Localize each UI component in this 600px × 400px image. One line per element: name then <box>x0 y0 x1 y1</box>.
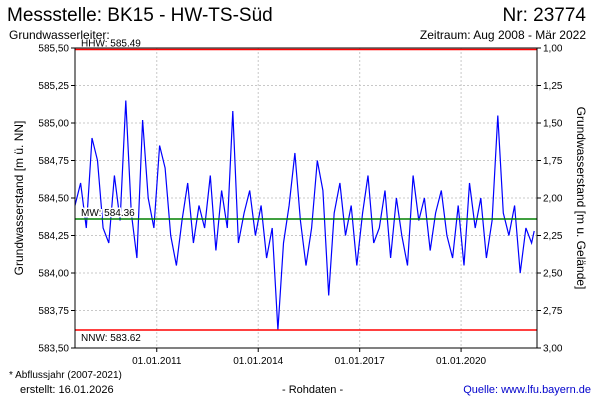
aquifer-label: Grundwasserleiter: <box>9 28 110 42</box>
plot-frame <box>74 47 538 349</box>
y-tick-label: 585,25 <box>38 81 69 92</box>
x-tick-label: 01.01.2017 <box>335 356 385 367</box>
y2-tick-label: 2,50 <box>543 269 563 280</box>
y-tick-label: 583,75 <box>38 306 69 317</box>
x-tick-label: 01.01.2020 <box>436 356 486 367</box>
y2-tick-label: 1,75 <box>543 156 563 167</box>
nnw-line-label: NNW: 583.62 <box>81 333 141 344</box>
hhw-line-label: HHW: 585.49 <box>81 39 141 50</box>
y2-tick-label: 2,75 <box>543 306 563 317</box>
groundwater-level-line <box>74 100 535 331</box>
y-tick-label: 584,00 <box>38 269 69 280</box>
raw-data-label: - Rohdaten - <box>282 384 344 396</box>
y2-tick-label: 1,50 <box>543 119 563 130</box>
y-tick-label: 583,50 <box>38 344 69 355</box>
y2-tick-label: 1,00 <box>543 44 563 55</box>
x-tick-label: 01.01.2011 <box>132 356 182 367</box>
y-tick-label: 584,50 <box>38 194 69 205</box>
footnote: * Abflussjahr (2007-2021) <box>9 370 122 381</box>
y2-tick-label: 2,25 <box>543 231 563 242</box>
y2-tick-label: 3,00 <box>543 344 563 355</box>
station-number: Nr: 23774 <box>502 5 586 26</box>
y-tick-label: 585,50 <box>38 44 69 55</box>
y-axis-title: Grundwasserstand [m ü. NN] <box>12 121 26 276</box>
mw-line-label: MW: 584.36 <box>81 208 135 219</box>
period-label: Zeitraum: Aug 2008 - Mär 2022 <box>419 28 586 42</box>
y-tick-label: 584,25 <box>38 231 69 242</box>
source-link[interactable]: Quelle: www.lfu.bayern.de <box>463 384 591 396</box>
x-tick-label: 01.01.2014 <box>233 356 283 367</box>
y-tick-label: 584,75 <box>38 156 69 167</box>
chart-title: Messstelle: BK15 - HW-TS-Süd <box>7 5 273 26</box>
y2-axis-title: Grundwasserstand [m u. Gelände] <box>574 107 588 290</box>
created-date: erstellt: 16.01.2026 <box>20 384 114 396</box>
y2-tick-label: 2,00 <box>543 194 563 205</box>
y-tick-label: 585,00 <box>38 119 69 130</box>
y2-tick-label: 1,25 <box>543 81 563 92</box>
